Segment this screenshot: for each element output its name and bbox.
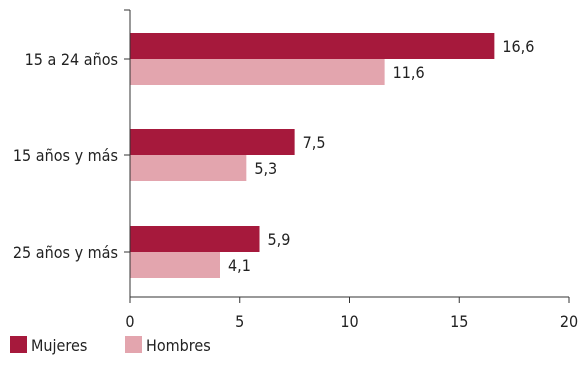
x-tick-label-1: 5: [235, 312, 244, 331]
bars: [130, 33, 495, 278]
category-label-2: 25 años y más: [13, 243, 118, 262]
legend-label-mujeres: Mujeres: [31, 336, 87, 355]
x-tick-label-0: 0: [125, 312, 134, 331]
category-label-0: 15 a 24 años: [25, 50, 118, 69]
data-label-mujeres-0: 16,6: [502, 37, 534, 56]
data-label-hombres-0: 11,6: [393, 63, 425, 82]
legend-swatch-hombres: [125, 336, 142, 353]
x-tick-label-3: 15: [450, 312, 468, 331]
data-label-hombres-1: 5,3: [254, 159, 277, 178]
legend-label-hombres: Hombres: [146, 336, 211, 355]
data-labels: 16,6 11,6 7,5 5,3 5,9 4,1: [228, 37, 534, 275]
data-label-hombres-2: 4,1: [228, 256, 251, 275]
legend: Mujeres Hombres: [10, 336, 211, 355]
bar-mujeres-1: [130, 129, 295, 155]
x-tick-label-2: 10: [340, 312, 358, 331]
bar-hombres-0: [130, 59, 385, 85]
category-label-1: 15 años y más: [13, 146, 118, 165]
bar-hombres-2: [130, 252, 220, 278]
x-tick-label-4: 20: [560, 312, 578, 331]
bar-mujeres-0: [130, 33, 495, 59]
legend-swatch-mujeres: [10, 336, 27, 353]
data-label-mujeres-1: 7,5: [303, 133, 326, 152]
axes: 15 a 24 años 15 años y más 25 años y más 0 5…: [13, 9, 578, 331]
bar-hombres-1: [130, 155, 247, 181]
bar-mujeres-2: [130, 226, 260, 252]
data-label-mujeres-2: 5,9: [268, 230, 291, 249]
